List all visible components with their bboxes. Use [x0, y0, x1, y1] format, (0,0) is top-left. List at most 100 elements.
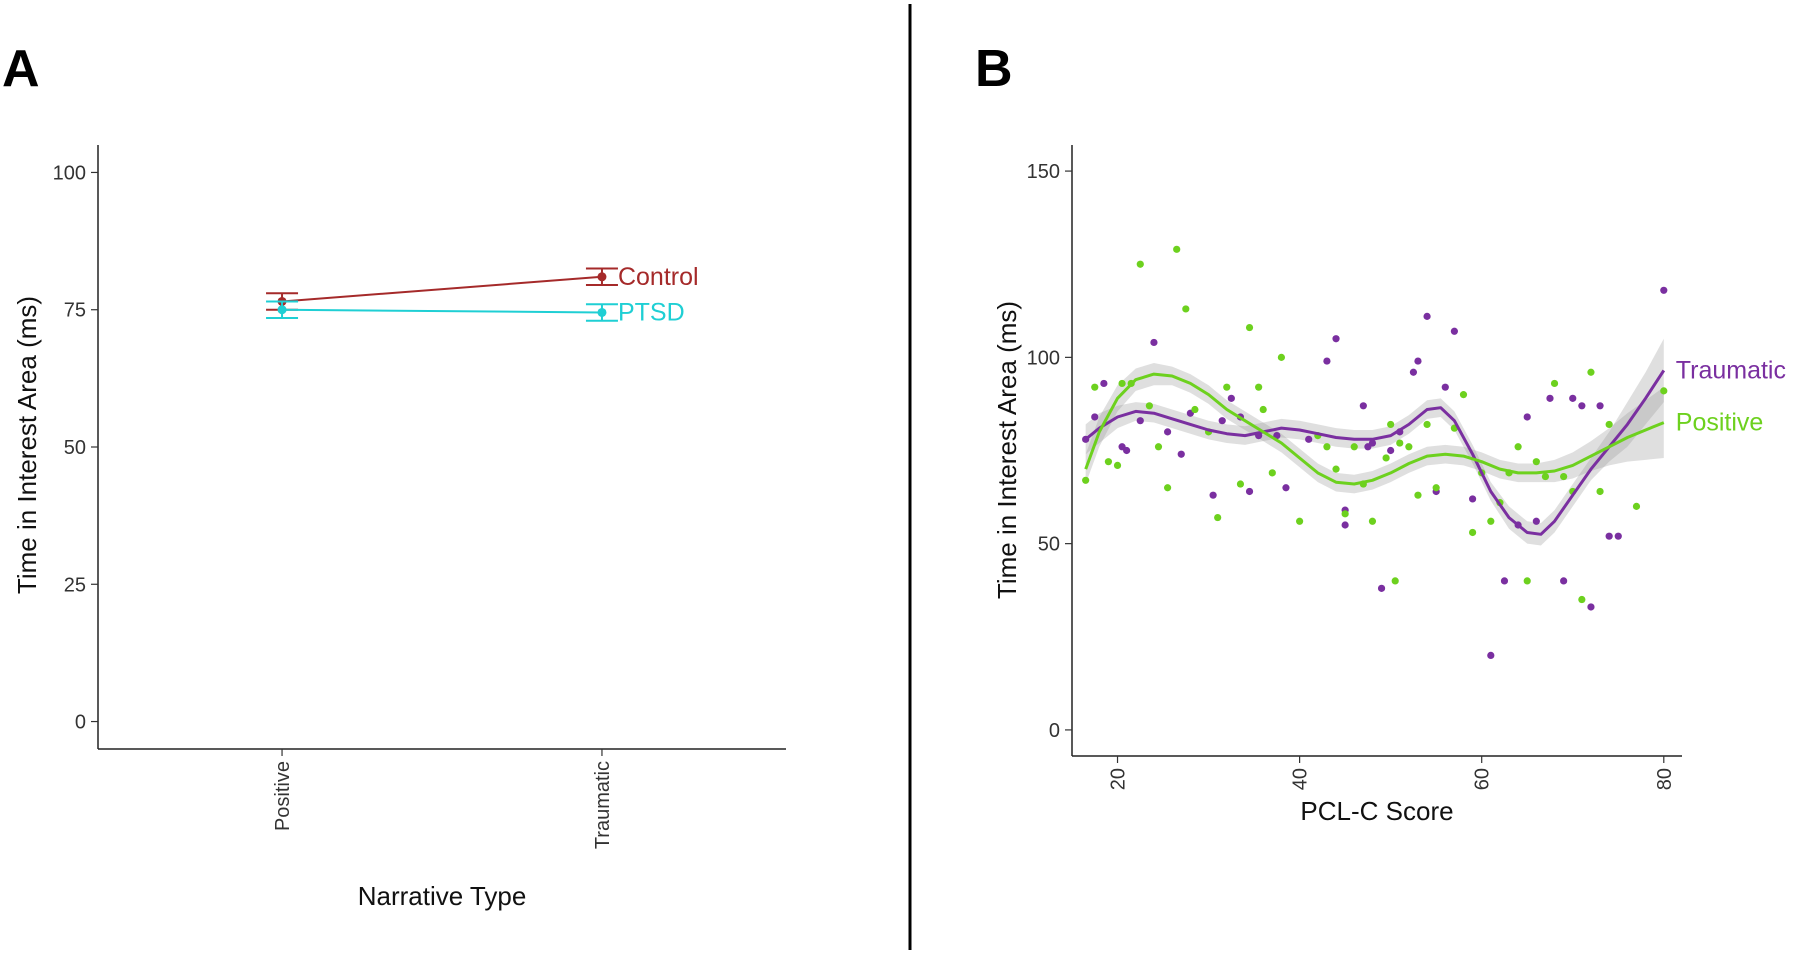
scatter-point — [1236, 480, 1245, 488]
data-point — [597, 272, 607, 282]
scatter-point — [1368, 517, 1377, 525]
scatter-point — [1259, 405, 1267, 414]
scatter-point — [1605, 532, 1613, 540]
scatter-point — [1596, 487, 1604, 496]
scatter-point — [1154, 443, 1163, 451]
scatter-point — [1245, 487, 1254, 496]
x-tick-label: 40 — [1290, 768, 1312, 790]
scatter-point — [1487, 517, 1495, 525]
scatter-point — [1546, 394, 1554, 402]
scatter-point — [1350, 443, 1358, 451]
scatter-point — [1305, 435, 1313, 443]
x-tick-label: 80 — [1654, 768, 1676, 790]
series-label: Traumatic — [1676, 356, 1786, 384]
scatter-point — [1414, 357, 1422, 365]
scatter-point — [1414, 491, 1422, 499]
panel-b: B Traumatic Positive 0 50 100 150 20 40 60 80 PC… — [975, 40, 1786, 826]
scatter-point — [1605, 420, 1613, 429]
series-line — [282, 308, 602, 314]
y-tick-label: 0 — [75, 712, 86, 734]
x-tick-label: 20 — [1108, 768, 1130, 790]
scatter-point — [1082, 476, 1090, 484]
scatter-point — [1209, 491, 1217, 499]
scatter-point — [1387, 446, 1395, 455]
smooth-fit-line — [1084, 369, 1666, 536]
scatter-point — [1409, 368, 1418, 376]
scatter-point — [1541, 472, 1550, 481]
scatter-point — [1382, 454, 1390, 462]
scatter-point — [1532, 458, 1540, 466]
scatter-point — [1387, 420, 1395, 429]
panel-a-y-axis-title: Time in Interest Area (ms) — [12, 296, 42, 594]
scatter-point — [1332, 335, 1340, 343]
scatter-point — [1100, 379, 1108, 388]
scatter-point — [1245, 323, 1254, 332]
scatter-point — [1136, 417, 1144, 425]
scatter-point — [1191, 405, 1199, 414]
x-tick-label: Traumatic — [592, 761, 614, 849]
scatter-point — [1223, 383, 1231, 391]
series-label: PTSD — [618, 298, 685, 326]
scatter-point — [1550, 379, 1559, 388]
scatter-point — [1323, 357, 1331, 365]
scatter-point — [1091, 413, 1099, 421]
scatter-point — [1150, 338, 1158, 347]
scatter-point — [1091, 383, 1099, 391]
scatter-point — [1405, 443, 1413, 451]
scatter-point — [1614, 532, 1622, 540]
scatter-point — [1177, 450, 1185, 458]
scatter-point — [1523, 577, 1531, 585]
scatter-point — [1532, 517, 1540, 525]
series-label: Control — [618, 263, 699, 291]
panel-a: A Control PTSD 0 25 50 75 100 Positive Traumati… — [2, 40, 786, 911]
scatter-point — [1182, 305, 1190, 313]
scatter-point — [1396, 439, 1404, 447]
series-line — [281, 275, 603, 303]
x-tick-label: 60 — [1472, 768, 1494, 790]
scatter-point — [1277, 353, 1286, 361]
scatter-point — [1163, 484, 1172, 492]
scatter-point — [1441, 383, 1449, 391]
scatter-point — [1391, 577, 1399, 585]
y-tick-label: 150 — [1027, 161, 1060, 183]
scatter-point — [1218, 417, 1226, 425]
scatter-point — [1123, 446, 1131, 455]
y-tick-label: 50 — [1038, 534, 1060, 556]
scatter-point — [1578, 402, 1586, 410]
scatter-point — [1113, 461, 1122, 470]
scatter-point — [1332, 465, 1340, 473]
scatter-point — [1359, 402, 1367, 410]
scatter-point — [1341, 510, 1349, 518]
scatter-point — [1255, 383, 1263, 391]
y-tick-label: 75 — [64, 300, 86, 322]
scatter-point — [1173, 245, 1181, 253]
y-tick-label: 25 — [64, 574, 86, 596]
scatter-point — [1487, 651, 1495, 660]
scatter-point — [1136, 260, 1144, 268]
scatter-point — [1459, 391, 1468, 399]
scatter-point — [1423, 420, 1431, 429]
scatter-point — [1341, 521, 1349, 529]
panel-b-label: B — [975, 40, 1013, 98]
scatter-point — [1323, 443, 1331, 451]
scatter-point — [1282, 484, 1290, 492]
scatter-point — [1569, 394, 1577, 402]
scatter-point — [1587, 368, 1595, 376]
scatter-point — [1214, 513, 1222, 522]
scatter-point — [1104, 458, 1113, 466]
scatter-point — [1560, 472, 1568, 481]
scatter-point — [1377, 584, 1386, 592]
scatter-point — [1268, 469, 1276, 477]
panel-a-x-axis-title: Narrative Type — [358, 881, 527, 911]
scatter-point — [1468, 528, 1477, 537]
x-tick-label: Positive — [272, 761, 294, 831]
series-label: Positive — [1676, 409, 1764, 437]
scatter-point — [1523, 413, 1531, 421]
y-tick-label: 100 — [1027, 347, 1060, 369]
scatter-point — [1660, 387, 1668, 395]
scatter-point — [1450, 327, 1458, 335]
scatter-point — [1296, 517, 1304, 525]
scatter-point — [1514, 443, 1522, 451]
scatter-point — [1468, 495, 1477, 503]
